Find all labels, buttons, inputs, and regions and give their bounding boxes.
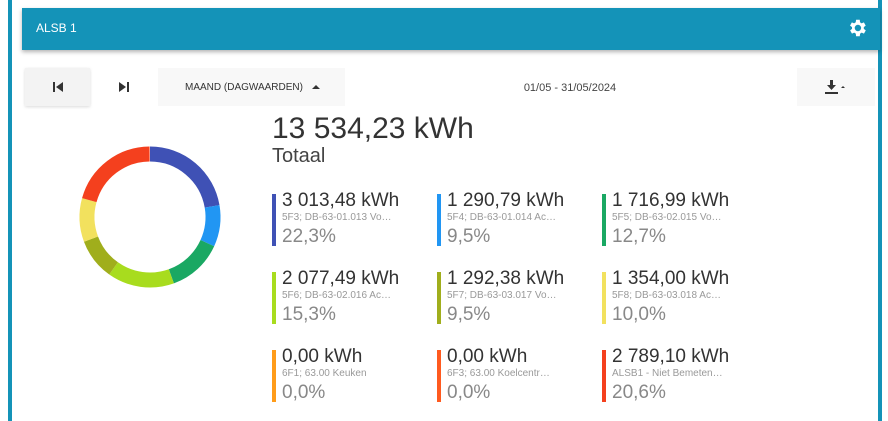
item: 1 292,38 kWh 5F7; DB-63-03.017 Vo… 9,5% bbox=[437, 268, 597, 330]
item-energy: 3 013,48 kWh bbox=[282, 190, 400, 211]
item: 1 290,79 kWh 5F4; DB-63-01.014 Ac… 9,5% bbox=[437, 190, 597, 252]
item-name: 5F4; DB-63-01.014 Ac… bbox=[447, 212, 556, 223]
prev-icon bbox=[53, 82, 63, 92]
item-energy: 2 077,49 kWh bbox=[282, 268, 400, 289]
next-icon bbox=[119, 82, 129, 92]
total-value: 13 534,23 kWh bbox=[272, 112, 474, 145]
item-name: 5F8; DB-63-03.018 Ac… bbox=[612, 290, 721, 301]
donut-segment bbox=[200, 205, 221, 247]
item-color-bar bbox=[437, 272, 441, 324]
caret-icon bbox=[312, 85, 320, 89]
item-color-bar bbox=[272, 194, 276, 246]
item: 1 716,99 kWh 5F5; DB-63-02.015 Vo… 12,7% bbox=[602, 190, 762, 252]
donut-segment bbox=[149, 146, 220, 208]
next-button[interactable] bbox=[92, 68, 155, 106]
donut-chart bbox=[79, 146, 221, 288]
item-percent: 9,5% bbox=[447, 226, 491, 247]
item-energy: 1 290,79 kWh bbox=[447, 190, 565, 211]
item-name: 5F5; DB-63-02.015 Vo… bbox=[612, 212, 722, 223]
item-name: 6F3; 63.00 Koelcentr… bbox=[447, 368, 550, 379]
frame-left bbox=[8, 0, 12, 421]
item-energy: 1 354,00 kWh bbox=[612, 268, 730, 289]
item-color-bar bbox=[602, 194, 606, 246]
item-energy: 1 292,38 kWh bbox=[447, 268, 565, 289]
header-title: ALSB 1 bbox=[36, 21, 77, 35]
donut-segment bbox=[109, 262, 174, 288]
item-name: 5F6; DB-63-02.016 Ac… bbox=[282, 290, 391, 301]
item-energy: 2 789,10 kWh bbox=[612, 346, 730, 367]
item: 3 013,48 kWh 5F3; DB-63-01.013 Vo… 22,3% bbox=[272, 190, 432, 252]
item: 2 077,49 kWh 5F6; DB-63-02.016 Ac… 15,3% bbox=[272, 268, 432, 330]
date-range: 01/05 - 31/05/2024 bbox=[523, 82, 617, 94]
item: 0,00 kWh 6F3; 63.00 Koelcentr… 0,0% bbox=[437, 346, 597, 408]
item-percent: 15,3% bbox=[282, 304, 336, 325]
item-color-bar bbox=[272, 350, 276, 402]
header-bar: ALSB 1 bbox=[22, 8, 880, 50]
prev-button[interactable] bbox=[25, 68, 90, 106]
item-name: 5F7; DB-63-03.017 Vo… bbox=[447, 290, 557, 301]
period-button[interactable]: MAAND (DAGWAARDEN) bbox=[158, 68, 345, 106]
donut-segment bbox=[168, 239, 215, 284]
donut-segment bbox=[79, 198, 99, 242]
donut-segment bbox=[82, 146, 150, 203]
item-energy: 0,00 kWh bbox=[282, 346, 363, 367]
settings-icon[interactable] bbox=[846, 17, 868, 39]
item: 0,00 kWh 6F1; 63.00 Keuken 0,0% bbox=[272, 346, 432, 408]
item-percent: 20,6% bbox=[612, 382, 666, 403]
item-color-bar bbox=[602, 350, 606, 402]
item-percent: 12,7% bbox=[612, 226, 666, 247]
total-label: Totaal bbox=[272, 145, 326, 167]
item-color-bar bbox=[602, 272, 606, 324]
item: 2 789,10 kWh ALSB1 - Niet Bemeten… 20,6% bbox=[602, 346, 762, 408]
item-percent: 0,0% bbox=[447, 382, 491, 403]
item-percent: 0,0% bbox=[282, 382, 326, 403]
item-color-bar bbox=[272, 272, 276, 324]
item-percent: 9,5% bbox=[447, 304, 491, 325]
item-color-bar bbox=[437, 350, 441, 402]
item-energy: 0,00 kWh bbox=[447, 346, 528, 367]
item-percent: 10,0% bbox=[612, 304, 666, 325]
donut-segment bbox=[83, 236, 119, 275]
item-percent: 22,3% bbox=[282, 226, 336, 247]
item-name: ALSB1 - Niet Bemeten… bbox=[612, 368, 723, 379]
item-energy: 1 716,99 kWh bbox=[612, 190, 730, 211]
frame-right bbox=[878, 0, 882, 421]
item: 1 354,00 kWh 5F8; DB-63-03.018 Ac… 10,0% bbox=[602, 268, 762, 330]
item-color-bar bbox=[437, 194, 441, 246]
period-label: MAAND (DAGWAARDEN) bbox=[185, 82, 303, 93]
download-button[interactable] bbox=[797, 68, 875, 106]
item-name: 6F1; 63.00 Keuken bbox=[282, 368, 367, 379]
item-name: 5F3; DB-63-01.013 Vo… bbox=[282, 212, 392, 223]
download-icon bbox=[825, 80, 845, 94]
